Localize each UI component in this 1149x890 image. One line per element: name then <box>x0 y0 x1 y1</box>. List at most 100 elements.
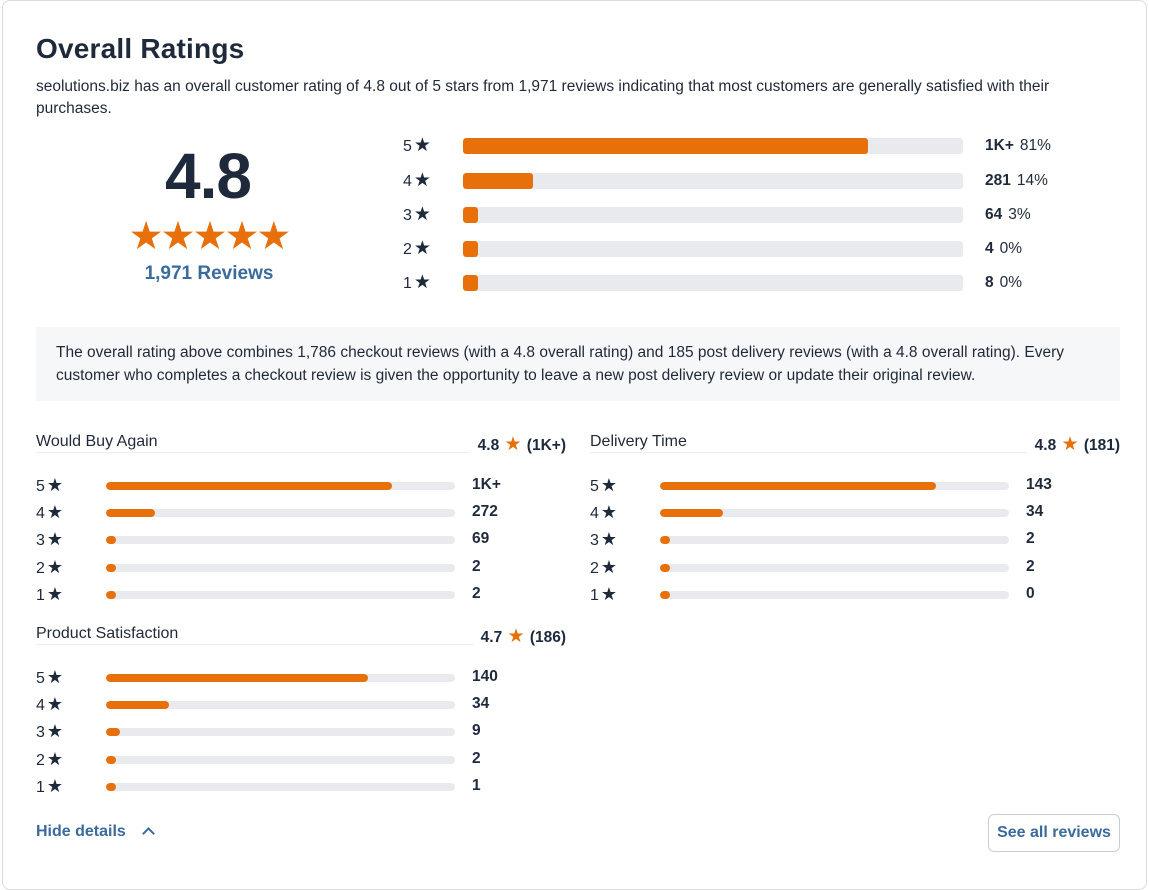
subrating-product-satisfaction: Product Satisfaction 4.7 ★ (186) 5 ★ 140 4 ★ 34… <box>36 623 566 796</box>
subrating-header: Delivery Time 4.8 ★ (181) <box>590 431 1120 456</box>
star-icon: ★ <box>46 584 64 604</box>
star-icon: ★ <box>600 502 618 522</box>
distribution-bar <box>463 207 963 223</box>
subrating-bar-fill <box>660 591 670 599</box>
star-level-label: 2 ★ <box>36 749 63 771</box>
star-icon: ★ <box>46 694 64 714</box>
star-level-number: 3 <box>36 532 45 549</box>
subrating-row: 4 ★ 34 <box>36 694 566 714</box>
star-level-number: 4 <box>590 505 599 522</box>
subrating-row: 2 ★ 2 <box>36 749 566 769</box>
distribution-bar-fill <box>463 138 868 154</box>
subrating-bar <box>660 536 1009 544</box>
star-icon: ★ <box>502 626 530 647</box>
distribution-percent: 14% <box>1016 172 1048 189</box>
subrating-name: Would Buy Again <box>36 433 164 451</box>
star-level-number: 1 <box>36 587 45 604</box>
distribution-row: 3 ★ 64 3% <box>403 205 1103 225</box>
subrating-count: 0 <box>1026 585 1035 602</box>
subrating-row: 5 ★ 143 <box>590 475 1120 495</box>
distribution-bar-fill <box>463 275 478 291</box>
distribution-count-value: 1K+ <box>985 137 1014 154</box>
subrating-count: 1 <box>472 777 481 794</box>
subrating-bar-fill <box>660 564 670 572</box>
subrating-bar-fill <box>106 536 117 544</box>
distribution-bar <box>463 173 963 189</box>
star-icon: ★ <box>46 749 64 769</box>
star-level-label: 5 ★ <box>36 667 63 689</box>
subrating-bar <box>106 536 455 544</box>
star-level-label: 4 ★ <box>403 171 431 192</box>
star-level-number: 2 <box>403 241 412 258</box>
subrating-row: 1 ★ 2 <box>36 584 566 604</box>
subrating-count: 34 <box>1026 503 1044 520</box>
star-level-label: 4 ★ <box>36 694 63 716</box>
distribution-count: 281 14% <box>985 171 1048 191</box>
distribution-count-value: 4 <box>985 240 994 257</box>
subrating-row: 2 ★ 2 <box>36 557 566 577</box>
subrating-count: 2 <box>472 585 481 602</box>
rating-description: seolutions.biz has an overall customer r… <box>36 78 1050 117</box>
distribution-percent: 0% <box>999 274 1023 291</box>
subrating-total: (181) <box>1083 437 1120 454</box>
star-level-label: 2 ★ <box>36 557 63 579</box>
subrating-score: 4.7 ★ (186) <box>472 625 566 648</box>
star-icon: ★ <box>600 475 618 495</box>
subrating-score-value: 4.8 <box>477 437 500 454</box>
star-level-label: 4 ★ <box>590 502 617 524</box>
star-icon: ★ <box>600 557 618 577</box>
subrating-bar-fill <box>106 674 368 682</box>
subrating-count: 2 <box>472 750 481 767</box>
subrating-name: Product Satisfaction <box>36 625 185 643</box>
distribution-percent: 81% <box>1019 137 1051 154</box>
hide-details-link[interactable]: Hide details <box>36 823 155 841</box>
star-level-label: 5 ★ <box>36 475 63 497</box>
subrating-bar-fill <box>106 509 155 517</box>
reviews-count-link[interactable]: 1,971 Reviews <box>144 263 274 284</box>
subrating-row: 4 ★ 34 <box>590 502 1120 522</box>
star-icon: ★ <box>413 135 431 156</box>
subrating-bar <box>106 728 455 736</box>
star-level-label: 1 ★ <box>403 273 431 294</box>
subrating-bar <box>106 701 455 709</box>
distribution-row: 5 ★ 1K+ 81% <box>403 136 1103 156</box>
star-level-number: 4 <box>36 697 45 714</box>
rating-note: The overall rating above combines 1,786 … <box>36 327 1120 401</box>
star-icon: ★ <box>1056 434 1084 455</box>
subrating-score-value: 4.8 <box>1034 437 1057 454</box>
distribution-row: 4 ★ 281 14% <box>403 171 1103 191</box>
subrating-bar <box>106 564 455 572</box>
star-level-label: 1 ★ <box>36 776 63 798</box>
subrating-bar <box>106 783 455 791</box>
subrating-bar-fill <box>660 482 936 490</box>
star-icon: ★ <box>46 502 64 522</box>
distribution-percent: 3% <box>1008 206 1031 223</box>
subrating-total: (1K+) <box>526 437 566 454</box>
star-level-number: 3 <box>36 724 45 741</box>
subrating-count: 143 <box>1026 476 1052 493</box>
page-title: Overall Ratings <box>36 33 245 64</box>
subrating-bar <box>660 564 1009 572</box>
star-level-number: 2 <box>36 752 45 769</box>
star-icon: ★ <box>600 529 618 549</box>
subrating-header: Product Satisfaction 4.7 ★ (186) <box>36 623 566 648</box>
subrating-bar-fill <box>106 783 116 791</box>
distribution-count-value: 64 <box>985 206 1003 223</box>
see-all-reviews-button[interactable]: See all reviews <box>988 814 1120 852</box>
star-level-number: 5 <box>36 478 45 495</box>
subrating-row: 4 ★ 272 <box>36 502 566 522</box>
star-level-number: 1 <box>403 275 412 292</box>
subrating-bar <box>106 756 455 764</box>
subrating-bar <box>660 482 1009 490</box>
star-level-number: 3 <box>403 207 412 224</box>
subrating-bar-fill <box>106 701 169 709</box>
star-icon: ★ <box>46 529 64 549</box>
subrating-bar <box>106 509 455 517</box>
star-level-number: 2 <box>36 560 45 577</box>
subrating-bar-fill <box>106 756 116 764</box>
subrating-score-value: 4.7 <box>480 629 503 646</box>
subrating-bar-fill <box>660 509 723 517</box>
distribution-count-value: 281 <box>985 172 1011 189</box>
subrating-name: Delivery Time <box>590 433 693 451</box>
subrating-count: 140 <box>472 668 498 685</box>
